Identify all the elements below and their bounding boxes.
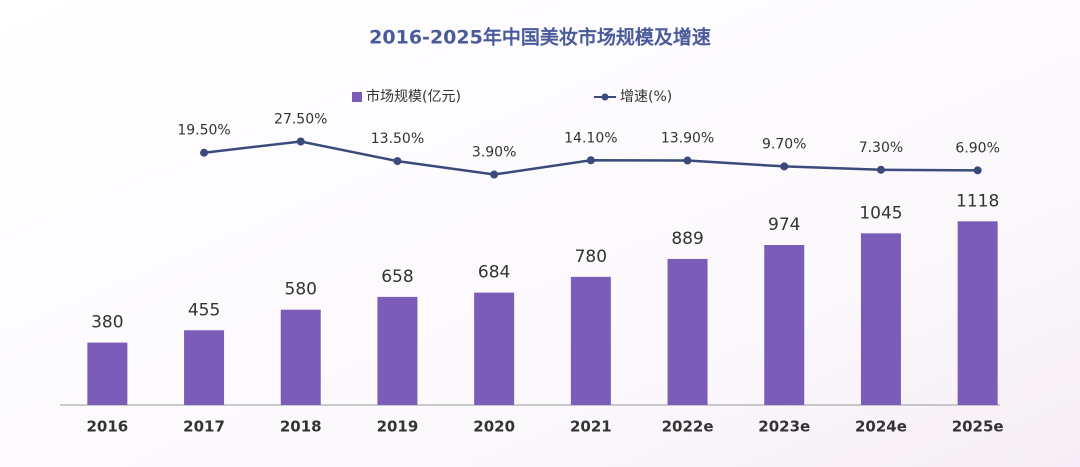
bar (860, 233, 901, 405)
line-value-label: 9.70% (762, 136, 806, 152)
line-marker (490, 170, 499, 179)
legend-label: 市场规模(亿元) (366, 88, 461, 105)
line-marker (683, 156, 692, 165)
bar (87, 342, 128, 405)
line-value-label: 19.50% (177, 123, 230, 139)
bar-value-label: 1118 (956, 191, 999, 211)
bar-value-label: 455 (188, 300, 220, 320)
bar (570, 276, 611, 405)
x-tick-label: 2018 (280, 418, 322, 436)
bar-value-label: 380 (91, 313, 123, 333)
bar (957, 221, 998, 405)
bar (764, 244, 805, 405)
x-tick-label: 2017 (183, 418, 225, 436)
bar (474, 292, 515, 405)
line-marker (780, 162, 789, 171)
legend-swatch (601, 93, 609, 101)
legend-label: 增速(%) (620, 89, 672, 105)
chart-title: 2016-2025年中国美妆市场规模及增速 (369, 26, 711, 49)
bar-value-label: 780 (575, 247, 607, 267)
line-marker (296, 137, 305, 146)
x-tick-label: 2020 (473, 418, 515, 436)
line-value-label: 6.90% (955, 140, 999, 156)
x-tick-label: 2019 (377, 418, 419, 436)
line-value-label: 14.10% (564, 130, 617, 146)
x-tick-label: 2022e (662, 418, 714, 436)
bar (667, 258, 708, 405)
line-marker (586, 156, 595, 165)
bar-value-label: 1045 (859, 203, 902, 223)
x-tick-label: 2021 (570, 418, 612, 436)
bar-value-label: 974 (768, 215, 800, 235)
bar (184, 330, 225, 405)
bar-value-label: 889 (671, 229, 703, 249)
legend-swatch (352, 92, 362, 102)
bar (280, 309, 321, 405)
x-tick-label: 2024e (855, 418, 907, 436)
line-marker (876, 165, 885, 174)
line-value-label: 3.90% (472, 145, 516, 161)
x-tick-label: 2023e (758, 418, 810, 436)
bar (377, 296, 418, 405)
line-value-label: 13.50% (371, 131, 424, 147)
line-marker (973, 166, 982, 175)
line-value-label: 13.90% (661, 131, 714, 147)
line-value-label: 7.30% (859, 140, 903, 156)
bar-value-label: 658 (381, 267, 413, 287)
x-tick-label: 2016 (86, 418, 128, 436)
bar-value-label: 580 (285, 280, 317, 300)
line-marker (393, 157, 402, 166)
line-value-label: 27.50% (274, 112, 327, 128)
line-marker (200, 148, 209, 157)
bar-value-label: 684 (478, 263, 510, 283)
x-tick-label: 2025e (952, 418, 1004, 436)
